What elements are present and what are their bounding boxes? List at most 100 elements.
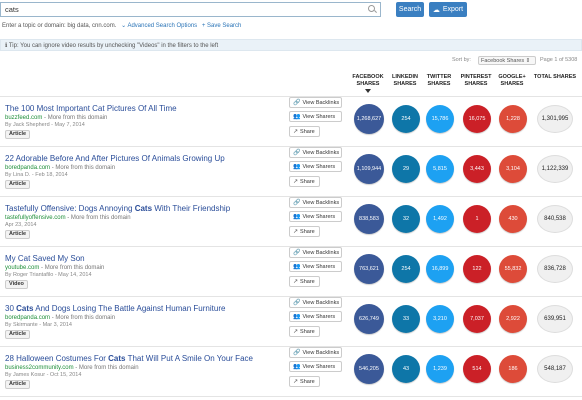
view-backlinks-button[interactable]: 🔗 View Backlinks (289, 147, 342, 158)
share-button[interactable]: ↗ Share (289, 126, 320, 137)
facebook-shares-badge: 763,621 (354, 254, 384, 284)
result-domain-link[interactable]: tastefullyoffensive.com (5, 215, 66, 221)
more-from-domain-link[interactable]: - More from this domain (75, 365, 139, 371)
result-domain-line: tastefullyoffensive.com - More from this… (5, 215, 131, 221)
total-shares-badge: 1,122,339 (537, 155, 573, 183)
result-domain-link[interactable]: buzzfeed.com (5, 115, 43, 121)
more-from-domain-link[interactable]: - More from this domain (51, 315, 116, 321)
search-button[interactable]: Search (396, 2, 424, 17)
total-shares-badge: 840,538 (537, 205, 573, 233)
link-icon: 🔗 (293, 299, 301, 306)
link-icon: 🔗 (293, 199, 301, 206)
twitter-shares-badge: 16,899 (426, 255, 454, 283)
users-icon: 👥 (293, 263, 301, 270)
row-divider (0, 196, 582, 197)
result-row: 22 Adorable Before And After Pictures Of… (0, 147, 582, 197)
save-search-link[interactable]: + Save Search (201, 23, 242, 29)
search-icon (368, 5, 375, 12)
twitter-shares-badge: 5,815 (426, 155, 454, 183)
result-domain-line: boredpanda.com - More from this domain (5, 315, 115, 321)
result-type-badge: Article (5, 330, 31, 339)
linkedin-shares-badge: 33 (392, 305, 420, 333)
googleplus-shares-badge: 2,922 (499, 305, 527, 333)
twitter-shares-badge: 3,210 (426, 305, 454, 333)
column-total[interactable]: TOTAL SHARES (533, 74, 577, 80)
column-pinterest[interactable]: PINTEREST SHARES (460, 74, 492, 88)
facebook-shares-badge: 838,583 (354, 204, 384, 234)
share-button[interactable]: ↗ Share (289, 226, 320, 237)
row-divider (0, 146, 582, 147)
more-from-domain-link[interactable]: - More from this domain (67, 215, 131, 221)
result-title[interactable]: 28 Halloween Costumes For Cats That Will… (5, 354, 253, 363)
column-googleplus[interactable]: GOOGLE+ SHARES (498, 74, 526, 88)
result-domain-line: youtube.com - More from this domain (5, 265, 104, 271)
share-button[interactable]: ↗ Share (289, 276, 320, 287)
more-from-domain-link[interactable]: - More from this domain (41, 265, 105, 271)
result-title[interactable]: My Cat Saved My Son (5, 254, 85, 263)
share-button[interactable]: ↗ Share (289, 326, 320, 337)
column-twitter[interactable]: TWITTER SHARES (426, 74, 452, 88)
result-domain-link[interactable]: business2community.com (5, 365, 74, 371)
result-domain-link[interactable]: boredpanda.com (5, 315, 51, 321)
view-sharers-button[interactable]: 👥 View Sharers (289, 161, 342, 172)
result-title[interactable]: 22 Adorable Before And After Pictures Of… (5, 154, 225, 163)
view-sharers-button[interactable]: 👥 View Sharers (289, 211, 342, 222)
share-icon: ↗ (293, 228, 299, 235)
select-arrows-icon: ⇕ (525, 58, 531, 64)
view-sharers-button[interactable]: 👥 View Sharers (289, 261, 342, 272)
view-sharers-button[interactable]: 👥 View Sharers (289, 361, 342, 372)
advanced-search-link[interactable]: ⌄ Advanced Search Options (121, 23, 198, 29)
result-type-badge: Article (5, 230, 31, 239)
result-domain-link[interactable]: boredpanda.com (5, 165, 51, 171)
share-button[interactable]: ↗ Share (289, 376, 320, 387)
result-row: 28 Halloween Costumes For Cats That Will… (0, 347, 582, 397)
row-divider (0, 396, 582, 397)
view-backlinks-button[interactable]: 🔗 View Backlinks (289, 97, 342, 108)
users-icon: 👥 (293, 313, 301, 320)
column-facebook[interactable]: FACEBOOK SHARES (348, 74, 388, 94)
info-icon: ℹ (5, 43, 8, 49)
view-sharers-button[interactable]: 👥 View Sharers (289, 311, 342, 322)
linkedin-shares-badge: 254 (392, 255, 420, 283)
page-info: Page 1 of 5308 (540, 57, 578, 63)
googleplus-shares-badge: 1,228 (499, 105, 527, 133)
users-icon: 👥 (293, 213, 301, 220)
view-backlinks-button[interactable]: 🔗 View Backlinks (289, 247, 342, 258)
total-shares-badge: 836,728 (537, 255, 573, 283)
view-sharers-button[interactable]: 👥 View Sharers (289, 111, 342, 122)
share-button[interactable]: ↗ Share (289, 176, 320, 187)
result-byline: By James Kosur - Oct 15, 2014 (5, 372, 82, 378)
result-domain-line: boredpanda.com - More from this domain (5, 165, 115, 171)
result-title[interactable]: The 100 Most Important Cat Pictures Of A… (5, 104, 177, 113)
search-input[interactable]: cats (0, 2, 381, 17)
linkedin-shares-badge: 29 (392, 155, 420, 183)
search-hint: Enter a topic or domain: big data, cnn.c… (2, 23, 242, 29)
cloud-download-icon: ☁ (432, 6, 440, 14)
result-domain-link[interactable]: youtube.com (5, 265, 40, 271)
result-type-badge: Article (5, 130, 31, 139)
result-byline: By Roger Triantafilo - May 14, 2014 (5, 272, 92, 278)
view-backlinks-button[interactable]: 🔗 View Backlinks (289, 347, 342, 358)
result-type-badge: Article (5, 180, 31, 189)
total-shares-badge: 548,187 (537, 355, 573, 383)
export-button[interactable]: ☁ Export (429, 2, 467, 17)
linkedin-shares-badge: 32 (392, 205, 420, 233)
view-backlinks-button[interactable]: 🔗 View Backlinks (289, 197, 342, 208)
sort-select[interactable]: Facebook Shares ⇕ (478, 56, 536, 65)
linkedin-shares-badge: 43 (392, 355, 420, 383)
result-title[interactable]: Tastefully Offensive: Dogs Annoying Cats… (5, 204, 231, 213)
result-byline: By Lina D. - Feb 18, 2014 (5, 172, 68, 178)
column-linkedin[interactable]: LINKEDIN SHARES (392, 74, 418, 88)
link-icon: 🔗 (293, 249, 301, 256)
more-from-domain-link[interactable]: - More from this domain (44, 115, 108, 121)
chevron-down-icon: ⌄ (121, 23, 127, 29)
sort-desc-icon (365, 89, 371, 94)
more-from-domain-link[interactable]: - More from this domain (51, 165, 116, 171)
row-divider (0, 346, 582, 347)
view-backlinks-button[interactable]: 🔗 View Backlinks (289, 297, 342, 308)
result-byline: By Jack Shepherd - May 7, 2014 (5, 122, 85, 128)
share-icon: ↗ (293, 278, 299, 285)
twitter-shares-badge: 1,239 (426, 355, 454, 383)
result-title[interactable]: 30 Cats And Dogs Losing The Battle Again… (5, 304, 226, 313)
result-domain-line: business2community.com - More from this … (5, 365, 139, 371)
